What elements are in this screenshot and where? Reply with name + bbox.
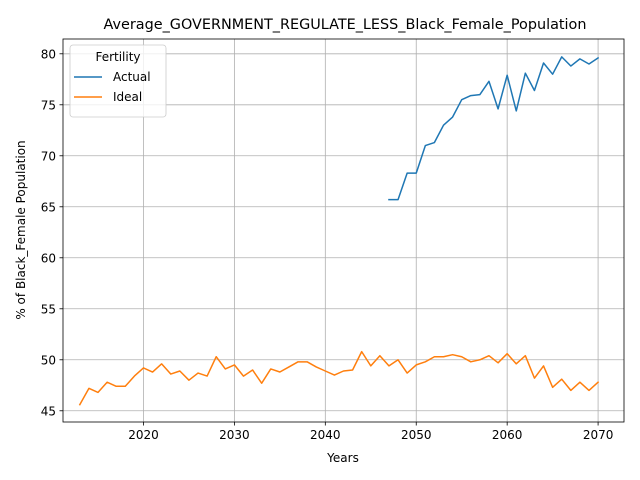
- grid: [63, 39, 624, 422]
- series-lines: [78, 56, 600, 406]
- y-tick-label: 60: [41, 251, 56, 265]
- legend-label-actual: Actual: [113, 70, 151, 84]
- y-tick-label: 80: [41, 47, 56, 61]
- x-tick-label: 2030: [219, 428, 250, 442]
- x-tick-label: 2070: [583, 428, 614, 442]
- x-tick-label: 2060: [492, 428, 523, 442]
- y-tick-label: 45: [41, 404, 56, 418]
- y-axis-ticks: 45 50 55 60 65 70 75 80: [41, 47, 63, 418]
- x-axis-ticks: 2020 2030 2040 2050 2060 2070: [128, 422, 613, 442]
- y-tick-label: 65: [41, 200, 56, 214]
- chart-title: Average_GOVERNMENT_REGULATE_LESS_Black_F…: [104, 17, 587, 33]
- legend-box: [69, 44, 167, 118]
- x-axis-label: Years: [326, 451, 359, 465]
- legend-title: Fertility: [95, 50, 140, 64]
- legend: Fertility Actual Ideal: [69, 44, 167, 118]
- y-tick-label: 75: [41, 98, 56, 112]
- x-tick-label: 2020: [128, 428, 159, 442]
- plot-frame: [62, 38, 625, 423]
- y-tick-label: 50: [41, 353, 56, 367]
- y-tick-label: 70: [41, 149, 56, 163]
- series-line-ideal: [78, 350, 600, 406]
- x-tick-label: 2040: [310, 428, 341, 442]
- legend-label-ideal: Ideal: [113, 90, 142, 104]
- y-axis-label: % of Black_Female Population: [14, 140, 28, 319]
- x-tick-label: 2050: [401, 428, 432, 442]
- y-tick-label: 55: [41, 302, 56, 316]
- series-line-actual: [388, 56, 600, 201]
